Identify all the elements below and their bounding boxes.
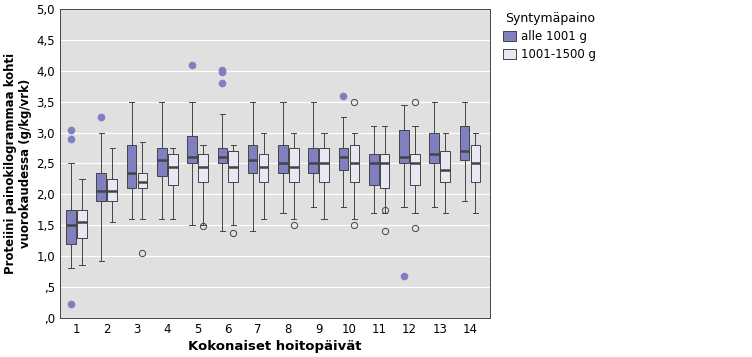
Bar <box>459 126 469 160</box>
Bar <box>108 179 117 201</box>
Bar <box>77 210 86 237</box>
Bar <box>217 148 227 164</box>
Bar <box>278 145 288 173</box>
Bar <box>66 210 76 244</box>
Bar <box>380 154 390 188</box>
Bar <box>259 154 268 182</box>
Bar <box>471 145 481 182</box>
Bar <box>429 132 439 164</box>
Bar <box>157 148 167 176</box>
Bar <box>96 173 106 201</box>
Bar <box>320 148 329 182</box>
Bar <box>369 154 378 185</box>
Bar <box>350 145 359 182</box>
Bar <box>410 154 420 185</box>
Bar <box>289 148 299 182</box>
Y-axis label: Proteiini painokilogrammaa kohti
vuorokaudessa (g/kg/vrk): Proteiini painokilogrammaa kohti vuoroka… <box>5 53 32 274</box>
Legend: alle 1001 g, 1001-1500 g: alle 1001 g, 1001-1500 g <box>500 9 599 64</box>
Bar <box>308 148 318 173</box>
Bar <box>127 145 136 188</box>
Bar <box>187 136 197 164</box>
Bar <box>229 151 238 182</box>
Bar <box>168 154 177 185</box>
Bar <box>199 154 208 182</box>
Bar <box>248 145 257 173</box>
Bar <box>338 148 348 170</box>
Bar <box>138 173 147 188</box>
X-axis label: Kokonaiset hoitopäivät: Kokonaiset hoitopäivät <box>188 340 362 353</box>
Bar <box>441 151 450 182</box>
Bar <box>399 130 409 164</box>
